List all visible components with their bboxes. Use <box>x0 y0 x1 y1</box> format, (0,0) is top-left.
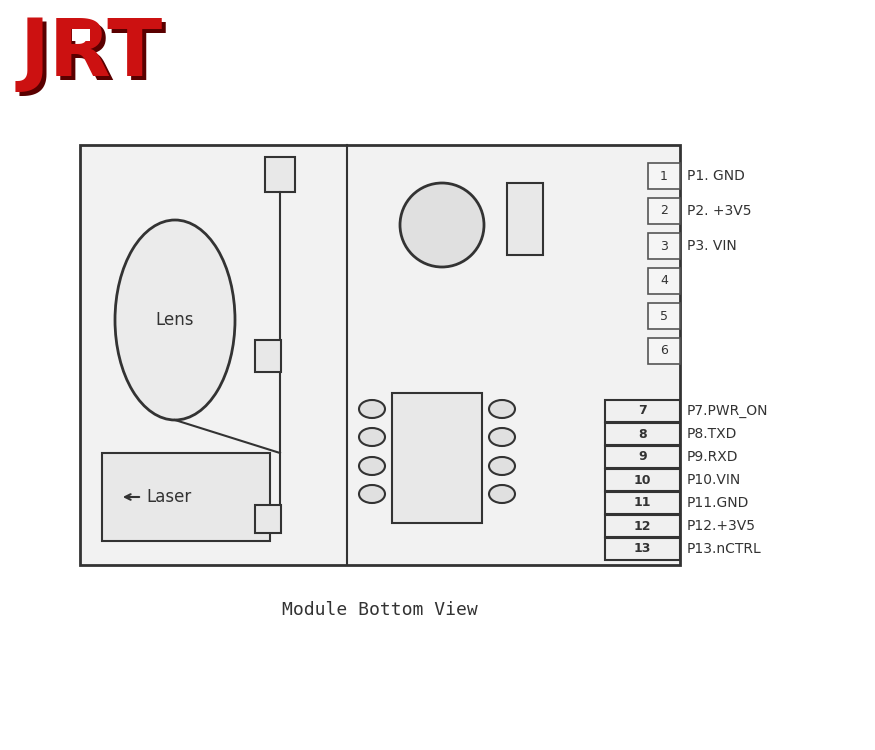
Bar <box>605 492 680 514</box>
Text: P7.PWR_ON: P7.PWR_ON <box>687 404 768 418</box>
Text: 2: 2 <box>660 205 668 218</box>
Ellipse shape <box>489 400 515 418</box>
Bar <box>255 340 281 372</box>
Ellipse shape <box>489 457 515 475</box>
Bar <box>80 145 680 565</box>
Text: 7: 7 <box>638 404 647 418</box>
Text: P10.VIN: P10.VIN <box>687 473 741 487</box>
Text: P11.GND: P11.GND <box>687 496 749 510</box>
Bar <box>605 469 680 491</box>
Bar <box>648 303 680 329</box>
Text: 11: 11 <box>634 496 651 509</box>
Bar <box>605 538 680 560</box>
Ellipse shape <box>489 428 515 446</box>
Ellipse shape <box>359 485 385 503</box>
Text: 4: 4 <box>660 274 668 287</box>
Text: Lens: Lens <box>156 311 194 329</box>
Bar <box>648 163 680 189</box>
Ellipse shape <box>359 400 385 418</box>
Text: P9.RXD: P9.RXD <box>687 450 738 464</box>
Bar <box>648 233 680 259</box>
Text: P13.nCTRL: P13.nCTRL <box>687 542 762 556</box>
Text: 6: 6 <box>660 344 668 358</box>
Ellipse shape <box>359 457 385 475</box>
Text: JRT: JRT <box>20 15 163 93</box>
Ellipse shape <box>489 485 515 503</box>
Text: P3. VIN: P3. VIN <box>687 239 737 253</box>
Text: 3: 3 <box>660 239 668 253</box>
Text: P12.+3V5: P12.+3V5 <box>687 519 756 533</box>
Text: 9: 9 <box>638 451 647 464</box>
Bar <box>72 29 90 41</box>
Text: 10: 10 <box>634 473 651 487</box>
Bar <box>255 505 281 533</box>
Bar <box>605 400 680 422</box>
Text: P2. +3V5: P2. +3V5 <box>687 204 752 218</box>
Text: 1: 1 <box>660 170 668 182</box>
Bar <box>648 338 680 364</box>
Bar <box>605 446 680 468</box>
Text: 13: 13 <box>634 542 651 556</box>
Bar <box>507 183 543 255</box>
Text: P8.TXD: P8.TXD <box>687 427 738 441</box>
Bar <box>605 515 680 537</box>
Ellipse shape <box>359 428 385 446</box>
Text: Module Bottom View: Module Bottom View <box>282 601 478 619</box>
Bar <box>648 268 680 294</box>
Bar <box>605 423 680 445</box>
Bar <box>265 157 295 192</box>
Bar <box>648 198 680 224</box>
Text: 5: 5 <box>660 310 668 322</box>
Text: P1. GND: P1. GND <box>687 169 745 183</box>
Bar <box>392 393 482 523</box>
Bar <box>102 453 270 541</box>
Text: JRT: JRT <box>24 19 167 97</box>
Circle shape <box>400 183 484 267</box>
Ellipse shape <box>115 220 235 420</box>
Text: 12: 12 <box>634 520 651 532</box>
Text: Laser: Laser <box>146 488 192 506</box>
Text: 8: 8 <box>638 427 647 440</box>
